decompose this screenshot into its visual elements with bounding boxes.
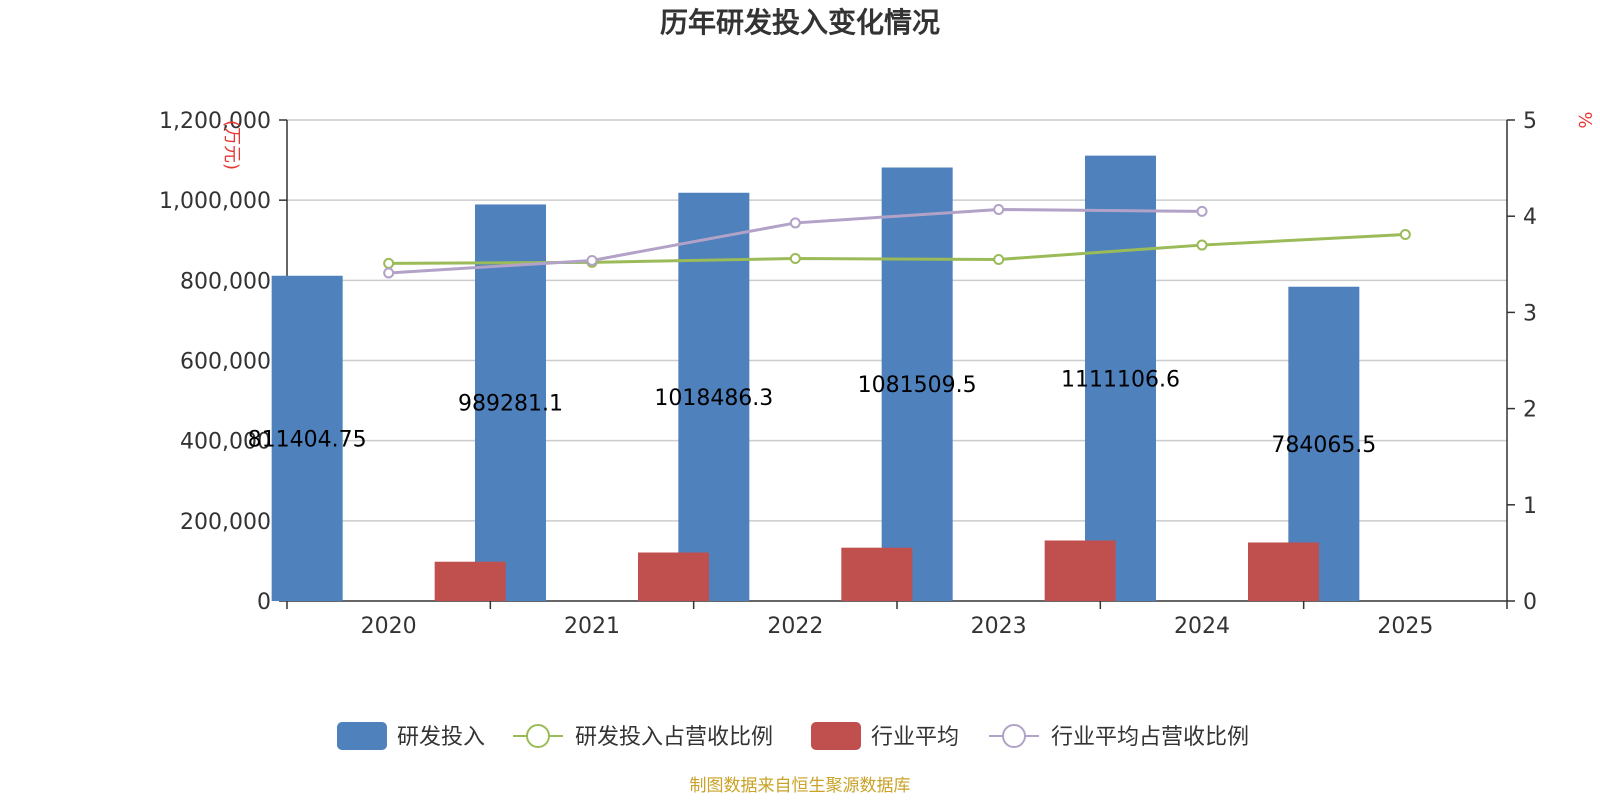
- y-left-tick-label: 600,000: [180, 350, 271, 375]
- y-right-tick-label: 4: [1523, 205, 1537, 230]
- y-right-tick-label: 0: [1523, 590, 1537, 615]
- y-left-unit: (万元): [221, 120, 242, 170]
- source-note: 制图数据来自恒生聚源数据库: [690, 776, 911, 796]
- y-right-tick-label: 2: [1523, 398, 1537, 423]
- bar-industry-average: [434, 561, 506, 601]
- legend-label: 行业平均占营收比例: [1051, 725, 1249, 750]
- bar-data-label: 1081509.5: [858, 373, 977, 398]
- legend-label: 行业平均: [871, 725, 959, 750]
- line-point: [586, 254, 598, 266]
- bar-industry-average: [841, 547, 913, 601]
- legend-swatch-marker: [526, 724, 550, 748]
- bar-industry-average: [1248, 542, 1319, 601]
- line-point: [789, 217, 801, 229]
- bars: [271, 155, 1360, 602]
- bar-data-label: 1111106.6: [1061, 367, 1180, 392]
- y-right-tick-label: 1: [1523, 494, 1537, 519]
- x-tick-label: 2022: [767, 614, 823, 639]
- x-tick-label: 2025: [1377, 614, 1433, 639]
- y-right-tick-label: 3: [1523, 301, 1537, 326]
- line-point: [383, 257, 395, 269]
- legend-swatch-bar: [811, 722, 861, 750]
- bar-data-label: 811404.75: [248, 427, 367, 452]
- line-point: [789, 253, 801, 265]
- legend-label: 研发投入: [397, 725, 485, 750]
- chart-title: 历年研发投入变化情况: [660, 6, 940, 39]
- legend-label: 研发投入占营收比例: [575, 725, 773, 750]
- y-right-tick-label: 5: [1523, 109, 1537, 134]
- bar-rd-investment: [1085, 155, 1156, 601]
- line-point: [1196, 205, 1208, 217]
- x-tick-label: 2021: [564, 614, 620, 639]
- y-right-unit: %: [1574, 111, 1595, 128]
- bar-data-label: 989281.1: [458, 392, 563, 417]
- y-left-tick-label: 200,000: [180, 510, 271, 535]
- line-point: [993, 253, 1005, 265]
- bar-rd-investment: [475, 204, 546, 601]
- y-left-tick-label: 1,200,000: [159, 109, 271, 134]
- x-tick-label: 2020: [361, 614, 417, 639]
- bar-data-label: 784065.5: [1271, 433, 1376, 458]
- bar-industry-average: [638, 552, 709, 601]
- y-left-tick-label: 800,000: [180, 269, 271, 294]
- legend-swatch-bar: [337, 722, 387, 750]
- y-left-tick-label: 400,000: [180, 430, 271, 455]
- bar-data-label: 1018486.3: [654, 386, 773, 411]
- legend-swatch-marker: [1002, 724, 1026, 748]
- y-left-tick-label: 0: [257, 590, 271, 615]
- x-tick-label: 2023: [971, 614, 1027, 639]
- bar-rd-investment: [881, 167, 953, 602]
- line-point: [1399, 228, 1411, 240]
- y-left-tick-label: 1,000,000: [159, 189, 271, 214]
- lines: [383, 203, 1411, 279]
- bar-industry-average: [1044, 540, 1116, 601]
- line-point: [1196, 239, 1208, 251]
- line-point: [993, 203, 1005, 215]
- axes: 0 200,000 400,000 600,000 800,000 1,000,000 1,…: [159, 109, 1537, 639]
- data-labels: 811404.75 989281.1 1018486.3 1081509.5 11111…: [248, 367, 1377, 458]
- bar-rd-investment: [271, 275, 343, 601]
- x-tick-label: 2024: [1174, 614, 1230, 639]
- legend: 研发投入 研发投入占营收比例 行业平均 行业平均占营收比例: [337, 722, 1249, 750]
- line-point: [383, 267, 395, 279]
